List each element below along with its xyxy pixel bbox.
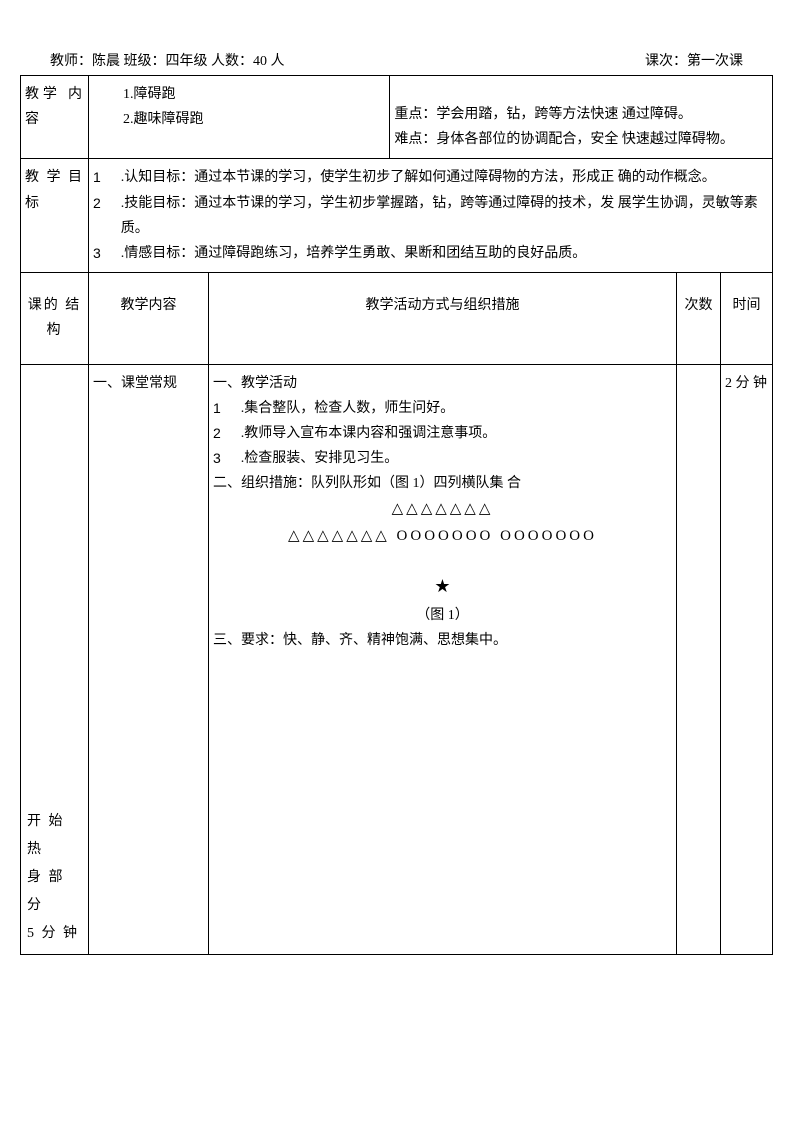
structure-header-row: 课的 结构 教学内容 教学活动方式与组织措施 次数 时间 (21, 273, 773, 364)
content-header: 教学内容 (89, 273, 209, 364)
content-item-1: 1.障碍跑 (123, 82, 385, 107)
warmup-section-label: 开 始 热 身 部 分 5 分 钟 (21, 364, 89, 954)
goal-3: 3 .情感目标：通过障碍跑练习，培养学生勇敢、果断和团结互助的良好品质。 (93, 241, 768, 266)
goal-1-text: .认知目标：通过本节课的学习，使学生初步了解如何通过障碍物的方法，形成正 确的动… (121, 165, 716, 190)
warmup-content: 一、课堂常规 (89, 364, 209, 954)
activity-1-text: .集合整队，检查人数，师生问好。 (241, 396, 455, 421)
figure-label: （图 1） (213, 603, 672, 628)
activity-3-text: .检查服装、安排见习生。 (241, 446, 399, 471)
section-label-line-2: 身 部 分 (27, 864, 82, 920)
activity-title: 一、教学活动 (213, 371, 672, 396)
keypoint-difficulty: 难点：身体各部位的协调配合，安全 快速越过障碍物。 (394, 127, 768, 152)
section-label-line-4: 5 分 钟 (27, 920, 82, 948)
goal-1-num: 1 (93, 165, 101, 190)
count-header: 次数 (677, 273, 721, 364)
formation-symbols-2: △△△△△△△ OOOOOOO OOOOOOO (213, 523, 672, 550)
warmup-activity-cell: 一、教学活动 1 .集合整队，检查人数，师生问好。 2 .教师导入宣布本课内容和… (209, 364, 677, 954)
activity-requirement: 三、要求：快、静、齐、精神饱满、思想集中。 (213, 628, 672, 653)
lesson-plan-table: 教学 内容 1.障碍跑 2.趣味障碍跑 重点：学会用踏，钻，跨等方法快速 通过障… (20, 75, 773, 955)
warmup-count (677, 364, 721, 954)
goal-3-text: .情感目标：通过障碍跑练习，培养学生勇敢、果断和团结互助的良好品质。 (121, 241, 587, 266)
formation-star: ★ (213, 570, 672, 602)
content-row: 教学 内容 1.障碍跑 2.趣味障碍跑 重点：学会用踏，钻，跨等方法快速 通过障… (21, 76, 773, 159)
activity-item-1: 1 .集合整队，检查人数，师生问好。 (213, 396, 672, 421)
header-row: 教师：陈晨 班级：四年级 人数：40 人 课次：第一次课 (20, 50, 773, 75)
header-left: 教师：陈晨 班级：四年级 人数：40 人 (50, 50, 285, 70)
content-label: 教学 内容 (21, 76, 89, 159)
activity-1-num: 1 (213, 396, 221, 421)
activity-item-3: 3 .检查服装、安排见习生。 (213, 446, 672, 471)
formation-symbols-1: △△△△△△△ (213, 496, 672, 523)
activity-org: 二、组织措施：队列队形如（图 1）四列横队集 合 (213, 471, 672, 496)
goals-label: 教 学 目标 (21, 159, 89, 273)
activity-header: 教学活动方式与组织措施 (209, 273, 677, 364)
keypoint-focus: 重点：学会用踏，钻，跨等方法快速 通过障碍。 (394, 102, 768, 127)
content-items-cell: 1.障碍跑 2.趣味障碍跑 (89, 76, 390, 159)
goals-row: 教 学 目标 1 .认知目标：通过本节课的学习，使学生初步了解如何通过障碍物的方… (21, 159, 773, 273)
structure-header: 课的 结构 (21, 273, 89, 364)
time-header: 时间 (721, 273, 773, 364)
goal-2: 2 .技能目标：通过本节课的学习，学生初步掌握踏，钻，跨等通过障碍的技术，发 展… (93, 191, 768, 241)
activity-item-2: 2 .教师导入宣布本课内容和强调注意事项。 (213, 421, 672, 446)
activity-2-num: 2 (213, 421, 221, 446)
content-item-2: 2.趣味障碍跑 (123, 107, 385, 132)
goals-cell: 1 .认知目标：通过本节课的学习，使学生初步了解如何通过障碍物的方法，形成正 确… (89, 159, 773, 273)
warmup-row: 开 始 热 身 部 分 5 分 钟 一、课堂常规 一、教学活动 1 .集合整队，… (21, 364, 773, 954)
goal-2-text: .技能目标：通过本节课的学习，学生初步掌握踏，钻，跨等通过障碍的技术，发 展学生… (121, 191, 768, 241)
goal-1: 1 .认知目标：通过本节课的学习，使学生初步了解如何通过障碍物的方法，形成正 确… (93, 165, 768, 190)
activity-2-text: .教师导入宣布本课内容和强调注意事项。 (241, 421, 497, 446)
warmup-time: 2 分 钟 (721, 364, 773, 954)
goal-3-num: 3 (93, 241, 101, 266)
activity-3-num: 3 (213, 446, 221, 471)
goal-2-num: 2 (93, 191, 101, 241)
keypoints-cell: 重点：学会用踏，钻，跨等方法快速 通过障碍。 难点：身体各部位的协调配合，安全 … (390, 76, 773, 159)
header-right: 课次：第一次课 (645, 50, 743, 70)
section-label-line-1: 开 始 热 (27, 808, 82, 864)
